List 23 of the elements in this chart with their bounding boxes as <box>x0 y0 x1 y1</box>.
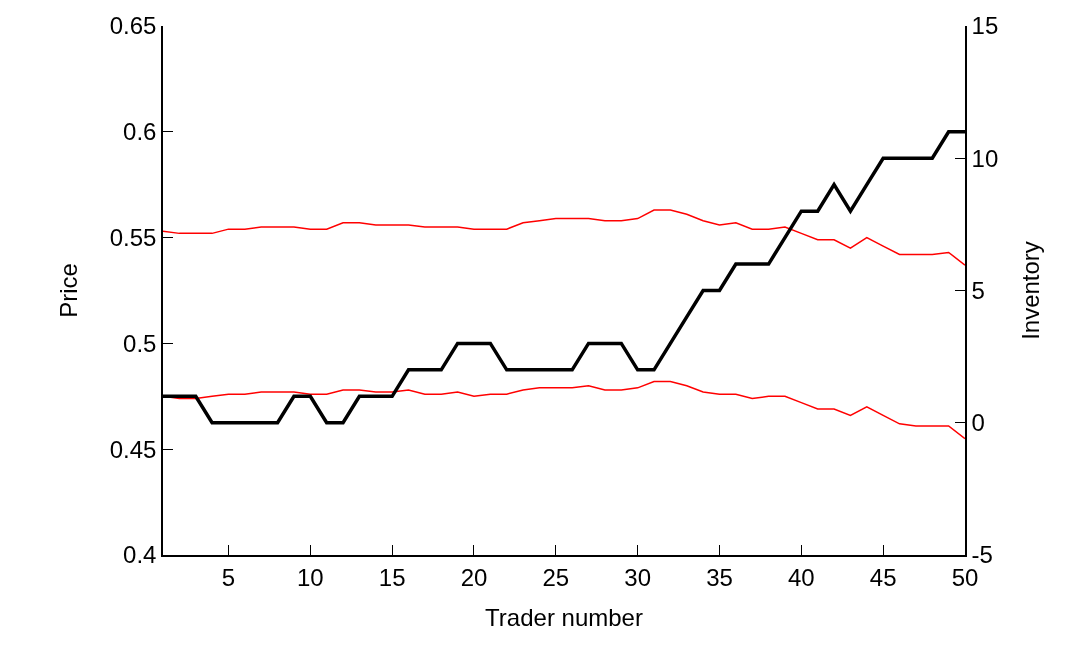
y2-tick-label: 10 <box>971 144 999 172</box>
y2-tick-label: 5 <box>971 276 985 304</box>
y-tick-label: 0.45 <box>109 435 157 463</box>
x-tick-label: 35 <box>706 563 733 591</box>
x-tick-label: 25 <box>542 563 570 591</box>
x-tick-label: 10 <box>296 563 324 591</box>
x-axis-title: Trader number <box>485 604 643 632</box>
x-tick-label: 45 <box>869 563 897 591</box>
x-tick-label: 5 <box>221 563 236 591</box>
y-tick-label: 0.4 <box>123 541 157 569</box>
line-series <box>163 209 965 266</box>
y-tick-label: 0.5 <box>123 329 157 357</box>
y-tick-label: 0.6 <box>123 118 157 146</box>
x-tick-label: 20 <box>460 563 488 591</box>
y2-tick-label: 0 <box>971 409 985 437</box>
x-tick-label: 30 <box>624 563 651 591</box>
y-tick-label: 0.65 <box>109 12 157 40</box>
x-tick-label: 15 <box>378 563 406 591</box>
x-tick-label: 40 <box>787 563 815 591</box>
y2-tick-label: 15 <box>971 12 999 40</box>
y-tick-label: 0.55 <box>109 224 157 251</box>
y-axis-title: Price <box>55 263 83 318</box>
y2-axis-title: Inventory <box>1017 241 1045 340</box>
